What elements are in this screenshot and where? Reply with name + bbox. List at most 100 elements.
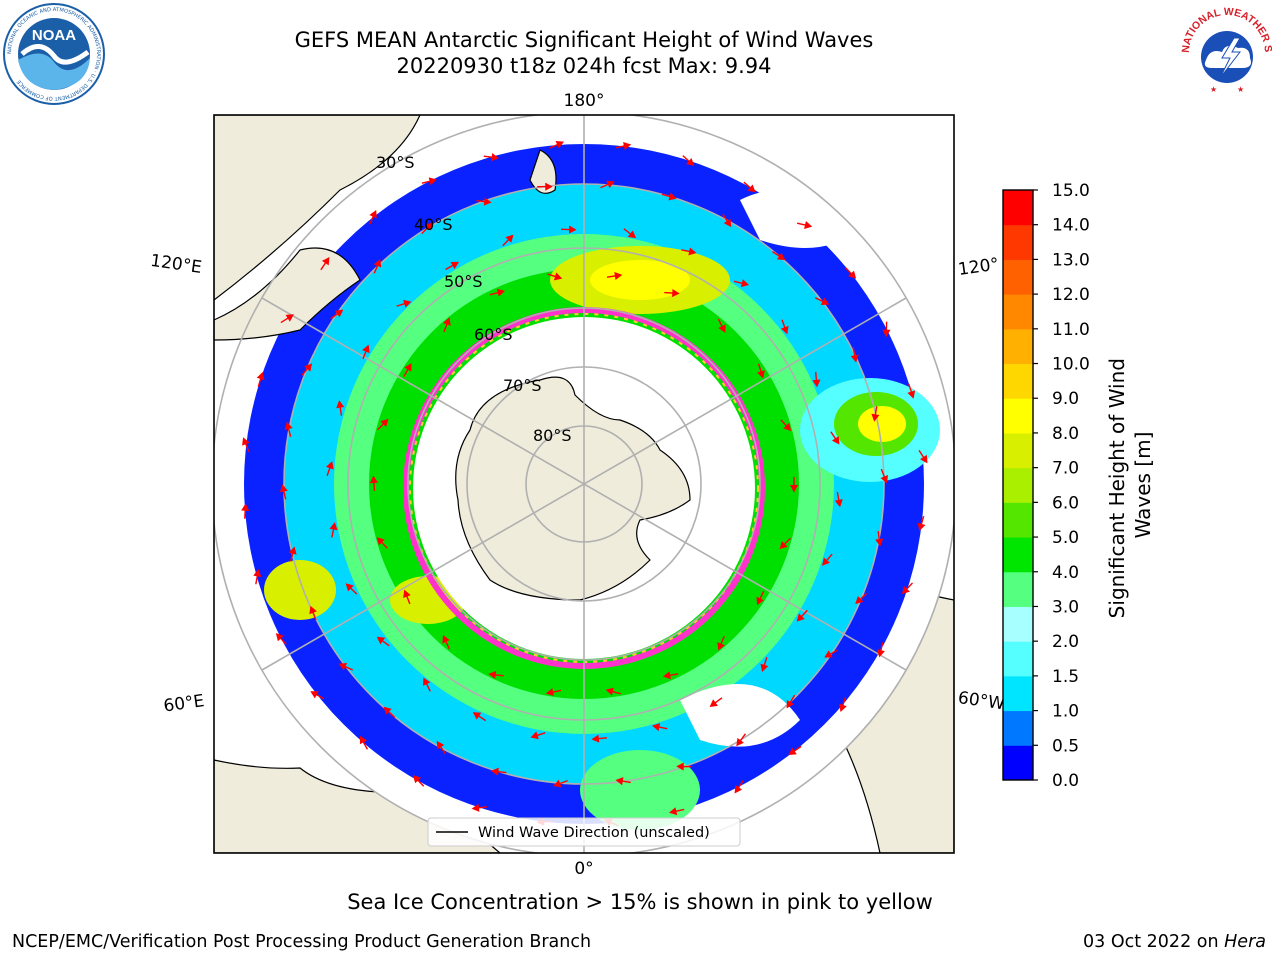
wave-arrow-head [880, 474, 889, 484]
wave-arrow-head [338, 663, 348, 671]
wave-arrow-head [686, 157, 695, 166]
wave-arrow-head [380, 418, 389, 427]
wave-arrow-head [359, 735, 368, 745]
wave-arrow-head [472, 712, 482, 720]
colorbar-tick-label: 2.0 [1052, 632, 1079, 652]
wave-arrow-head [450, 261, 460, 270]
wave-arrow-head [786, 699, 794, 709]
wave-arrow-head [760, 663, 769, 673]
colorbar-segment [1003, 224, 1033, 260]
wave-arrow-head [284, 421, 293, 430]
lon-label-120e: 120°E [149, 251, 203, 278]
colorbar-frame [1002, 189, 1034, 781]
wave-arrow-head [875, 538, 884, 547]
svg-text:★: ★ [1210, 85, 1217, 94]
wave-arrow-head [777, 252, 786, 261]
wave-arrow-head [756, 596, 764, 606]
wave-arrow-head [848, 270, 857, 279]
wave-arrow-head [545, 182, 553, 191]
wave-arrow-head [717, 642, 725, 651]
wave-arrow-head [471, 803, 480, 812]
svg-text:★: ★ [1237, 85, 1244, 94]
wave-arrow-head [310, 691, 319, 699]
wave-arrow-head [403, 299, 412, 308]
wave-arrow-head [824, 650, 833, 658]
wave-arrow-head [834, 499, 843, 508]
wave-arrow-head [376, 636, 386, 645]
footer-date: 03 Oct 2022 on Hera [1083, 932, 1266, 952]
wave-arrow-head [917, 522, 926, 532]
colorbar-segment [1003, 675, 1033, 712]
wave-arrow-head [545, 688, 554, 697]
wave-arrow-head [804, 221, 813, 229]
wave-arrow-head [820, 297, 830, 305]
wave-arrow-head [676, 762, 684, 771]
wave-arrow-head [428, 177, 437, 186]
wave-arrow-head [623, 142, 632, 150]
wave-arrow-head [490, 767, 499, 776]
colorbar-tick-label: 14.0 [1052, 216, 1090, 236]
lon-label-0: 0° [574, 859, 593, 879]
wave-arrow-head [614, 271, 623, 280]
wave-arrow-head [668, 192, 677, 201]
wave-arrow-head [362, 344, 370, 354]
wave-arrow-head [907, 390, 916, 399]
colorbar-segment [1003, 259, 1033, 295]
wave-arrow-head [662, 671, 671, 680]
footer-branch: NCEP/EMC/Verification Post Processing Pr… [12, 932, 592, 952]
wave-arrow-head [345, 583, 354, 592]
colorbar-segment [1003, 502, 1033, 538]
nws-logo: NATIONAL WEATHER SERVICE ★ ★ [1176, 2, 1276, 102]
wave-arrow-head [496, 288, 505, 297]
wave-arrow-head [789, 485, 799, 493]
wave-arrow-head [325, 461, 334, 470]
wave-arrow-head [488, 670, 497, 679]
wave-arrow-head [831, 436, 840, 445]
wave-arrow-head [403, 589, 411, 599]
wave-arrow-head [740, 279, 750, 288]
colorbar-tick-label: 5.0 [1052, 528, 1079, 548]
wave-arrow-head [555, 141, 564, 149]
wave-arrow-head [901, 585, 910, 595]
colorbar-segment [1003, 537, 1033, 573]
colorbar-segment [1003, 467, 1033, 503]
lon-label-60e: 60°E [162, 691, 205, 716]
colorbar-tick-label: 0.5 [1052, 736, 1079, 756]
wave-arrow-head [329, 522, 338, 531]
colorbar-tick-label: 7.0 [1052, 459, 1079, 479]
wave-arrow-head [321, 256, 330, 266]
wave-arrow-head [256, 371, 265, 381]
wave-arrow-head [442, 635, 450, 644]
wave-arrow-head [279, 484, 288, 493]
footer-machine: Hera [1224, 932, 1266, 952]
wave-arrow-head [783, 422, 792, 432]
colorbar-tick-label: 13.0 [1052, 250, 1090, 270]
wave-arrow-head [404, 363, 412, 372]
lat-label-50s: 50°S [444, 272, 483, 291]
wave-arrow-head [812, 379, 821, 388]
noaa-logo-text: NOAA [32, 27, 76, 44]
wave-arrow-head [652, 723, 661, 732]
colorbar-label: Significant Height of Wind Waves [m] [1105, 352, 1155, 619]
lon-label-60w: 60°W [957, 688, 1006, 714]
wave-arrow-head [309, 605, 317, 615]
wave-arrow-head [850, 354, 859, 363]
wave-arrow-head [876, 649, 885, 658]
wave-arrow-head [796, 613, 805, 622]
wave-arrow-head [423, 677, 431, 686]
colorbar-segment [1003, 398, 1033, 434]
wave-arrow-head [747, 184, 756, 193]
map-legend: Wind Wave Direction (unscaled) [427, 817, 741, 847]
wave-arrow-head [788, 747, 797, 756]
lat-label-80s: 80°S [533, 426, 572, 445]
legend-text: Wind Wave Direction (unscaled) [478, 825, 710, 841]
wave-arrow-head [424, 222, 433, 231]
wave-arrow-head [369, 475, 378, 484]
colorbar-tick-label: 1.5 [1052, 667, 1079, 687]
wave-arrow-head [253, 569, 262, 578]
wave-arrow-head [275, 633, 284, 642]
wave-arrow-head [920, 454, 928, 464]
wave-direction-arrows [241, 141, 928, 827]
wave-arrow-head [734, 785, 743, 794]
